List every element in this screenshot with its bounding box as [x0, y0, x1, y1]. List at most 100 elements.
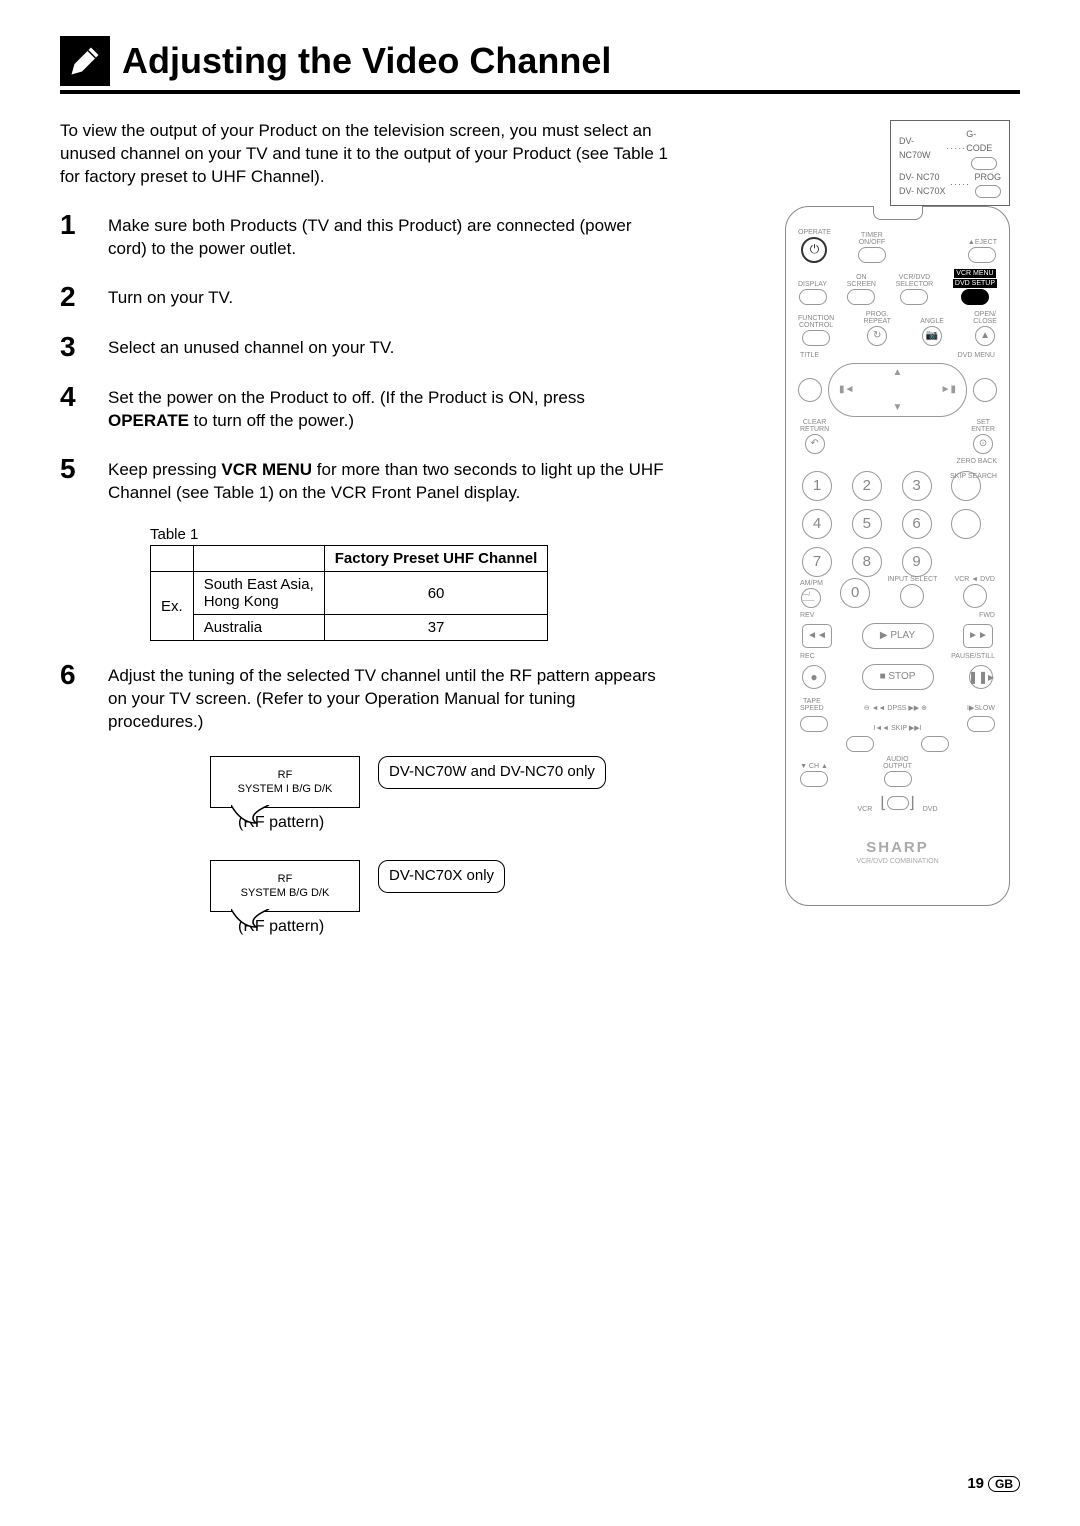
onscreen-label: ON SCREEN	[847, 274, 876, 288]
remote-model-box: DV- NC70W ····· G-CODE DV- NC70 DV- NC70…	[890, 120, 1010, 206]
clear-return-button: CLEAR RETURN ↶	[800, 419, 829, 454]
dpad: ▲ ▼ ▮◄ ►▮	[828, 363, 967, 417]
rf-pattern-group-1: RF SYSTEM I B/G D/K DV-NC70W and DV-NC70…	[210, 756, 670, 832]
model-label: DV- NC70X	[899, 184, 946, 198]
step-text: Set the power on the Product to off. (If…	[108, 388, 585, 407]
dpss-label: ⊖ ◄◄ DPSS ▶▶ ⊕	[864, 705, 927, 712]
num-2-button: 2	[852, 471, 882, 501]
region-badge: GB	[988, 1476, 1020, 1492]
step-number: 5	[60, 455, 88, 505]
step-number: 6	[60, 661, 88, 734]
rf-pattern-group-2: RF SYSTEM B/G D/K DV-NC70X only (RF patt…	[210, 860, 670, 936]
num-8-button: 8	[852, 547, 882, 577]
oval-button-icon	[900, 289, 928, 305]
bracket-icon: ⌋	[909, 793, 915, 813]
rf-line2: SYSTEM B/G D/K	[211, 886, 359, 900]
repeat-icon: ↻	[867, 326, 887, 346]
table-ex-label: Ex.	[151, 572, 194, 641]
function-button: FUNCTION CONTROL	[798, 315, 834, 346]
prog-label: PROG	[974, 170, 1001, 184]
zero-back-label: ZERO BACK	[798, 458, 997, 465]
step-3: 3 Select an unused channel on your TV.	[60, 333, 670, 361]
number-pad: 1 2 3 4 5 6 7 8 9	[802, 471, 993, 577]
vcr-dvd-label: VCR ◄ DVD	[955, 576, 995, 583]
table-caption: Table 1	[150, 526, 670, 543]
num-3-button: 3	[902, 471, 932, 501]
step-body: Select an unused channel on your TV.	[108, 333, 394, 361]
gcode-label: G-CODE	[966, 127, 1001, 156]
play-button: ▶ PLAY	[862, 623, 934, 649]
display-button: DISPLAY	[798, 281, 827, 305]
intro-text: To view the output of your Product on th…	[60, 120, 670, 189]
transport-row-2: ● ■ STOP ❚❚▸	[802, 664, 993, 690]
left-column: To view the output of your Product on th…	[60, 120, 670, 964]
page-title: Adjusting the Video Channel	[122, 40, 611, 82]
model-label: DV- NC70W	[899, 134, 946, 163]
rf-label-1: (RF pattern)	[238, 814, 670, 832]
right-icon: ►▮	[941, 384, 956, 395]
slow-button	[967, 716, 995, 732]
table-region: South East Asia, Hong Kong	[193, 572, 324, 615]
vcr-dvd-button: VCR ◄ DVD	[955, 576, 995, 608]
stop-button: ■ STOP	[862, 664, 934, 690]
selector-button: VCR/DVD SELECTOR	[896, 274, 934, 305]
oval-button-icon	[858, 247, 886, 263]
set-enter-button: SET ENTER ⊙	[971, 419, 995, 454]
input-select-button: INPUT SELECT	[887, 576, 937, 608]
vcr-dvd-switch	[887, 796, 909, 810]
step-body: Adjust the tuning of the selected TV cha…	[108, 661, 670, 734]
vcr-label: VCR	[857, 806, 872, 813]
function-label: FUNCTION CONTROL	[798, 315, 834, 329]
remote-notch-icon	[873, 206, 923, 220]
prog-repeat-button: PROG. REPEAT ↻	[863, 311, 891, 346]
operate-label: OPERATE	[798, 229, 831, 236]
step-body: Set the power on the Product to off. (If…	[108, 383, 670, 433]
rf-line1: RF	[211, 768, 359, 782]
table-region: Australia	[193, 615, 324, 641]
oval-button-dark-icon	[961, 289, 989, 305]
table-header-blank	[151, 546, 194, 572]
step-bold: OPERATE	[108, 411, 189, 430]
prog-button-icon	[975, 185, 1001, 198]
dvdmenu-label: DVD MENU	[958, 352, 995, 359]
step-number: 1	[60, 211, 88, 261]
vcrmenu-dvdsetup-button: VCR MENU DVD SETUP	[953, 269, 997, 305]
skip-search-button	[951, 509, 981, 539]
step-body: Keep pressing VCR MENU for more than two…	[108, 455, 670, 505]
num-7-button: 7	[802, 547, 832, 577]
num-6-button: 6	[902, 509, 932, 539]
prog-repeat-label: PROG. REPEAT	[863, 311, 891, 325]
rf-label-2: (RF pattern)	[238, 918, 670, 936]
step-6: 6 Adjust the tuning of the selected TV c…	[60, 661, 670, 734]
open-close-button: OPEN/ CLOSE ▲	[973, 311, 997, 346]
page-footer: 19 GB	[967, 1475, 1020, 1492]
clear-return-label: CLEAR RETURN	[800, 419, 829, 433]
step-body: Turn on your TV.	[108, 283, 233, 311]
table-header-channel: Factory Preset UHF Channel	[324, 546, 548, 572]
fwd-button: ►►	[963, 624, 993, 648]
open-close-label: OPEN/ CLOSE	[973, 311, 997, 325]
down-icon: ▼	[893, 402, 903, 413]
num-9-button: 9	[902, 547, 932, 577]
num-5-button: 5	[852, 509, 882, 539]
ch-button: ▼ CH ▲	[800, 763, 828, 787]
fwd-label: FWD	[979, 612, 995, 619]
model-label: DV- NC70	[899, 170, 946, 184]
circle-button-icon	[963, 584, 987, 608]
oval-button-icon	[800, 771, 828, 787]
bracket-icon: ⌊	[880, 793, 886, 813]
dvdmenu-button	[973, 378, 997, 402]
preset-table: Factory Preset UHF Channel Ex. South Eas…	[150, 545, 548, 641]
step-1: 1 Make sure both Products (TV and this P…	[60, 211, 670, 261]
oval-button-icon	[802, 330, 830, 346]
vcrmenu-label: VCR MENU	[954, 269, 995, 278]
rf-box-1: RF SYSTEM I B/G D/K	[210, 756, 360, 808]
operate-button: OPERATE ⏻	[798, 229, 831, 263]
page-title-row: Adjusting the Video Channel	[60, 36, 1020, 94]
tapespeed-label: TAPE SPEED	[800, 698, 824, 712]
oval-button-icon	[799, 289, 827, 305]
eject-tray-icon: ▲	[975, 326, 995, 346]
rev-label: REV	[800, 612, 814, 619]
oval-button-icon	[884, 771, 912, 787]
operate-icon: ⏻	[801, 237, 827, 263]
